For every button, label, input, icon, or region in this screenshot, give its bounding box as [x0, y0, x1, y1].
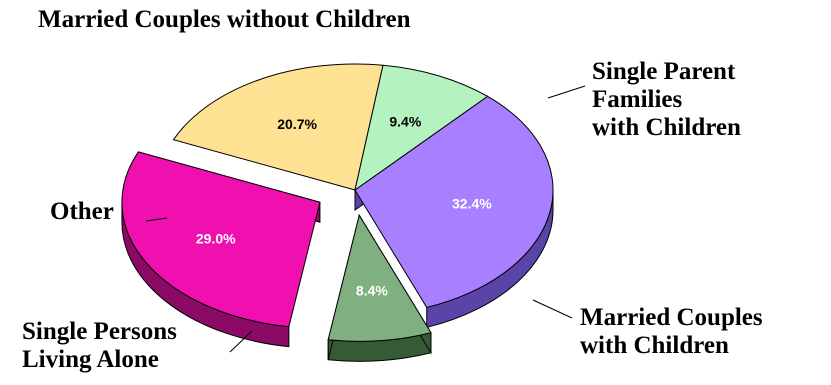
- label-single-persons: Single Persons Living Alone: [22, 318, 177, 373]
- pct-label-single-persons-living-alone: 20.7%: [277, 116, 317, 132]
- leader-line: [547, 85, 586, 99]
- leader-line: [532, 299, 573, 319]
- leader-line: [145, 217, 168, 222]
- pct-label-married-couples-without-children: 32.4%: [452, 196, 492, 212]
- label-other: Other: [50, 198, 114, 225]
- label-married-without-children: Married Couples without Children: [38, 6, 411, 33]
- pct-label-married-couples-with-children: 29.0%: [196, 231, 236, 247]
- label-single-parent: Single Parent Families with Children: [592, 58, 741, 141]
- pie-tops: [121, 63, 554, 342]
- leader-line: [229, 330, 253, 353]
- pct-label-other: 9.4%: [389, 114, 421, 130]
- leader-lines: [145, 85, 586, 353]
- slice-single-parent-families-with-children: [327, 214, 432, 342]
- slice-married-couples-without-children: [354, 95, 554, 309]
- slice-other: [354, 64, 489, 192]
- pct-label-single-parent-families-with-children: 8.4%: [356, 282, 388, 298]
- slice-single-persons-living-alone: [172, 63, 384, 191]
- slice-married-couples-with-children: [121, 151, 321, 328]
- label-married-with-children: Married Couples with Children: [580, 304, 763, 359]
- percent-labels: 32.4% 8.4% 29.0% 20.7% 9.4%: [196, 114, 492, 299]
